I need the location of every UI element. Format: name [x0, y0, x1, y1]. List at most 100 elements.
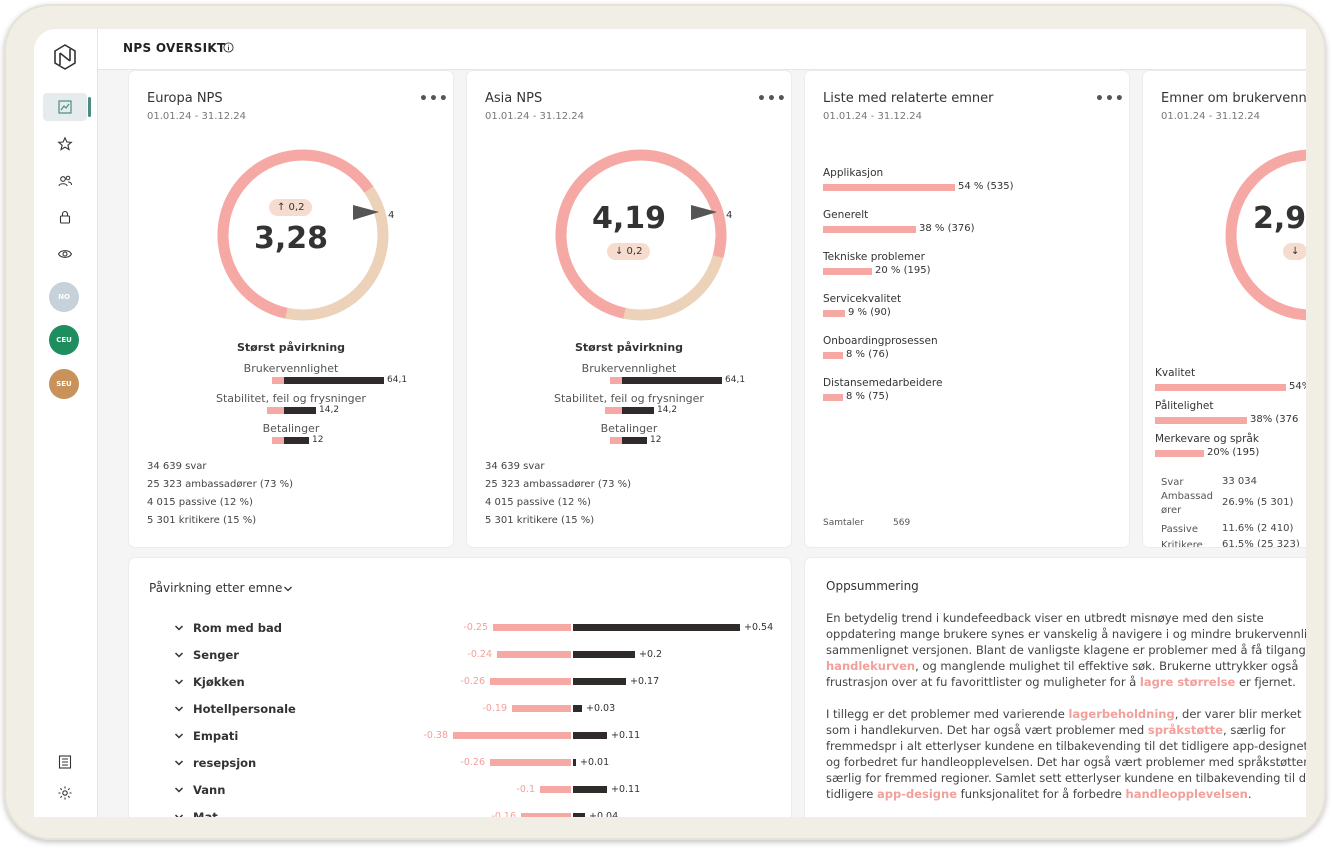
row-chevron-icon[interactable] [174, 677, 184, 687]
chevron-down-icon[interactable] [283, 584, 293, 594]
topic-value: 54 % (535) [958, 181, 1014, 192]
impact-row-label[interactable]: resepsjon [193, 756, 257, 770]
impact-label: Stabilitet, feil og frysninger [216, 392, 366, 405]
nav-users[interactable] [51, 167, 79, 195]
impact-row-label[interactable]: Mat [193, 810, 218, 817]
impact-row-label[interactable]: Vann [193, 783, 226, 797]
more-options-button[interactable]: ••• [1095, 91, 1125, 107]
impact-row-label[interactable]: Empati [193, 729, 239, 743]
impact-neg-bar [490, 759, 571, 766]
avatar-seu[interactable]: SEU [49, 369, 79, 399]
summary-segment: En betydelig trend i kundefeedback viser… [826, 611, 1264, 641]
impact-pos-bar [573, 651, 635, 658]
impact-pos-value: +0.11 [611, 730, 641, 741]
impact-pos-bar [284, 437, 309, 444]
impact-pos-value: +0.17 [630, 676, 660, 687]
summary-highlight: handleopplevelsen [1125, 787, 1248, 801]
topic-value: 8 % (75) [846, 391, 889, 402]
summary-title: Oppsummering [826, 579, 919, 593]
impact-row-label[interactable]: Rom med bad [193, 621, 282, 635]
lock-icon [59, 210, 71, 224]
nps-delta-badge: ↑ 0,2 [269, 199, 313, 216]
usability-topic-value: 54% [1289, 381, 1306, 392]
avatar-no[interactable]: NO [49, 282, 79, 312]
avatar-label: CEU [56, 336, 72, 344]
impact-value: 12 [650, 435, 662, 445]
impact-pos-value: +0.2 [639, 649, 663, 660]
avatar-ceu[interactable]: CEU [49, 325, 79, 355]
impact-neg-value: -0.26 [460, 757, 485, 768]
row-chevron-icon[interactable] [174, 731, 184, 741]
row-chevron-icon[interactable] [174, 758, 184, 768]
avatar-label: SEU [56, 380, 72, 388]
usability-score: 2,9 [1253, 201, 1306, 236]
conversations-label: Samtaler [823, 518, 864, 528]
usability-stat-value: 26.9% (5 301) [1222, 497, 1294, 508]
app-screen: NO CEU SEU NPS OVERSIKT Europa NPS 01.01.… [34, 29, 1306, 817]
card-date: 01.01.24 - 31.12.24 [1161, 111, 1261, 122]
impact-neg-bar [272, 377, 284, 384]
nav-security[interactable] [51, 203, 79, 231]
nav-favorites[interactable] [51, 130, 79, 158]
usability-topic-label: Pålitelighet [1155, 400, 1214, 412]
sidebar: NO CEU SEU [34, 29, 98, 817]
nps-target-value: 4 [388, 210, 395, 221]
nav-dashboard[interactable] [43, 93, 91, 121]
more-options-button[interactable]: ••• [419, 91, 449, 107]
impact-row-label[interactable]: Kjøkken [193, 675, 245, 689]
impact-neg-value: -0.24 [467, 649, 492, 660]
nps-stat: 4 015 passive (12 %) [485, 497, 591, 508]
impact-pos-bar [284, 407, 316, 414]
row-chevron-icon[interactable] [174, 812, 184, 817]
nps-card-asia: Asia NPS 01.01.24 - 31.12.24 ••• 4,19 ↓ 0,2 4… [467, 71, 791, 547]
card-title: Asia NPS [485, 91, 543, 106]
impact-neg-value: -0.19 [482, 703, 507, 714]
impact-row-label[interactable]: Senger [193, 648, 239, 662]
row-chevron-icon[interactable] [174, 623, 184, 633]
logo-icon [54, 44, 76, 70]
nav-reports[interactable] [51, 748, 79, 776]
more-options-button[interactable]: ••• [757, 91, 787, 107]
eye-icon [57, 250, 73, 258]
card-title: Liste med relaterte emner [823, 91, 994, 106]
summary-highlight: lagre størrelse [1139, 675, 1236, 689]
usability-gauge [1225, 149, 1306, 321]
summary-highlight: språkstøtte [1147, 723, 1224, 737]
impact-by-topic-card: Påvirkning etter emne Rom med bad -0.25 +0… [129, 558, 791, 817]
impact-value: 64,1 [387, 375, 408, 385]
topic-bar [823, 394, 843, 401]
usability-stat-value: 33 034 [1222, 476, 1257, 487]
topic-bar [823, 268, 872, 275]
impact-title: Størst påvirkning [236, 341, 346, 354]
nps-target-value: 4 [726, 210, 733, 221]
topic-value: 8 % (76) [846, 349, 889, 360]
impact-neg-bar [497, 651, 571, 658]
info-icon[interactable] [223, 42, 234, 53]
impact-pos-bar [573, 813, 585, 817]
summary-segment: funksjonalitet for å forbedre [957, 787, 1126, 801]
usability-topics-card: Emner om brukervennl 01.01.24 - 31.12.24… [1143, 71, 1306, 547]
nps-stat: 5 301 kritikere (15 %) [485, 515, 595, 526]
summary-segment: versjonen. Blant de vanligste klagene er… [908, 643, 1306, 657]
row-chevron-icon[interactable] [174, 785, 184, 795]
row-chevron-icon[interactable] [174, 650, 184, 660]
topic-bar [823, 310, 845, 317]
nav-view[interactable] [51, 240, 79, 268]
nav-settings[interactable] [51, 779, 79, 807]
impact-dropdown-label[interactable]: Påvirkning etter emne [149, 581, 283, 595]
impact-pos-value: +0.03 [586, 703, 616, 714]
nps-stat: 4 015 passive (12 %) [147, 497, 253, 508]
impact-pos-bar [622, 437, 647, 444]
chart-icon [58, 100, 72, 114]
impact-row-label[interactable]: Hotellpersonale [193, 702, 296, 716]
impact-neg-bar [272, 437, 284, 444]
usability-topic-bar [1155, 450, 1204, 457]
impact-pos-bar [622, 377, 722, 384]
summary-segment: , der varer blir merket som i handlekurv… [826, 707, 1302, 737]
usability-topic-value: 20% (195) [1207, 447, 1260, 458]
row-chevron-icon[interactable] [174, 704, 184, 714]
nps-gauge [555, 149, 727, 321]
usability-topic-value: 38% (376 [1250, 414, 1299, 425]
impact-value: 64,1 [725, 375, 746, 385]
impact-neg-value: -0.25 [463, 622, 488, 633]
